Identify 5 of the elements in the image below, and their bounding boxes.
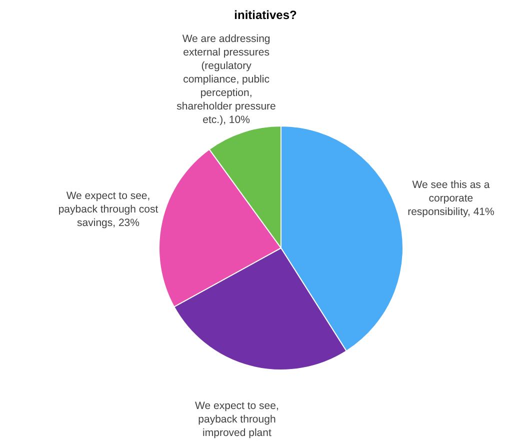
slice-label: We expect to see, payback through improved plant — [195, 400, 279, 439]
slice-label: We expect to see, payback through cost savings, 23% — [58, 190, 158, 229]
chart-title: initiatives? — [233, 8, 298, 22]
slice-label: We see this as a corporate responsibility, 41% — [408, 178, 494, 218]
slice-label: We are addressing external pressures (regulatory compliance, public perception, shareholder pressure etc.), 10% — [176, 32, 276, 126]
